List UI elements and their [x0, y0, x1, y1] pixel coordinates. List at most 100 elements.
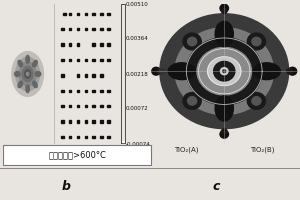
Ellipse shape	[18, 60, 22, 67]
Circle shape	[252, 37, 261, 46]
Bar	[121, 142, 124, 144]
Circle shape	[221, 8, 227, 14]
Bar	[85, 90, 87, 92]
Bar	[121, 143, 124, 144]
Bar	[69, 90, 71, 92]
Bar	[107, 28, 110, 30]
Bar	[121, 142, 124, 144]
Ellipse shape	[197, 47, 251, 95]
Text: b: b	[61, 180, 70, 193]
Bar	[121, 142, 124, 144]
Bar	[121, 142, 124, 143]
Bar	[76, 136, 80, 138]
Bar	[76, 74, 80, 77]
Bar	[121, 142, 124, 143]
Bar	[121, 142, 124, 143]
Bar	[121, 142, 124, 143]
Bar	[85, 120, 87, 123]
Bar	[121, 142, 124, 144]
Bar	[121, 141, 124, 143]
Bar	[121, 142, 124, 143]
Bar	[121, 142, 124, 144]
Circle shape	[247, 92, 266, 109]
Bar	[107, 136, 110, 138]
Bar	[76, 59, 80, 61]
Bar	[121, 143, 124, 144]
Bar	[100, 43, 103, 46]
Bar	[121, 142, 124, 143]
Bar	[121, 142, 124, 143]
Bar	[121, 142, 124, 143]
Bar	[121, 142, 124, 143]
Bar	[121, 142, 124, 143]
Bar	[121, 142, 124, 144]
Ellipse shape	[33, 81, 37, 88]
Bar	[121, 142, 124, 143]
Circle shape	[221, 129, 227, 134]
Text: 高温热处理>600°C: 高温热处理>600°C	[48, 150, 106, 159]
Text: TiO₂(B): TiO₂(B)	[250, 146, 274, 153]
Bar	[61, 59, 64, 61]
Circle shape	[26, 72, 29, 76]
Bar	[121, 142, 124, 144]
Bar	[121, 142, 124, 144]
Bar	[121, 142, 124, 143]
Bar	[121, 142, 124, 143]
Bar	[69, 59, 71, 61]
Ellipse shape	[186, 38, 262, 105]
Bar	[121, 4, 124, 144]
Bar	[61, 120, 64, 123]
Bar	[121, 141, 124, 143]
Bar	[61, 105, 64, 107]
Bar	[100, 105, 103, 107]
Ellipse shape	[208, 57, 241, 85]
Bar	[121, 142, 124, 143]
Bar	[121, 142, 124, 144]
Bar	[107, 120, 110, 123]
Circle shape	[19, 62, 36, 86]
Bar	[121, 142, 124, 144]
Bar	[121, 141, 124, 143]
Bar	[121, 141, 124, 143]
Bar	[121, 142, 124, 143]
Bar	[69, 13, 71, 15]
Bar	[121, 141, 124, 143]
Bar	[76, 90, 80, 92]
Circle shape	[183, 33, 201, 50]
Bar	[63, 13, 66, 15]
Circle shape	[220, 130, 229, 138]
Bar	[121, 143, 124, 144]
Bar	[121, 142, 124, 143]
Circle shape	[247, 33, 266, 50]
Bar	[121, 142, 124, 143]
Ellipse shape	[26, 55, 29, 63]
Circle shape	[152, 67, 160, 75]
Bar	[69, 120, 71, 123]
Bar	[121, 142, 124, 144]
Bar	[121, 142, 124, 143]
Bar	[121, 142, 124, 144]
Bar	[107, 43, 110, 46]
Bar	[121, 142, 124, 144]
Circle shape	[288, 67, 297, 75]
Bar	[121, 142, 124, 143]
Ellipse shape	[26, 85, 29, 93]
Bar	[121, 142, 124, 143]
Bar	[121, 141, 124, 143]
Bar	[121, 142, 124, 143]
Circle shape	[156, 69, 162, 74]
Circle shape	[159, 68, 165, 74]
Text: -0.00074: -0.00074	[125, 142, 150, 146]
Bar	[85, 13, 87, 15]
Circle shape	[214, 61, 235, 81]
Bar	[121, 142, 124, 144]
Bar	[107, 105, 110, 107]
Bar	[121, 143, 124, 144]
Bar	[121, 142, 124, 144]
Bar	[92, 136, 95, 138]
Bar	[92, 90, 95, 92]
Bar	[92, 28, 95, 30]
Bar	[121, 141, 124, 143]
Bar	[100, 28, 103, 30]
Bar	[69, 43, 71, 46]
